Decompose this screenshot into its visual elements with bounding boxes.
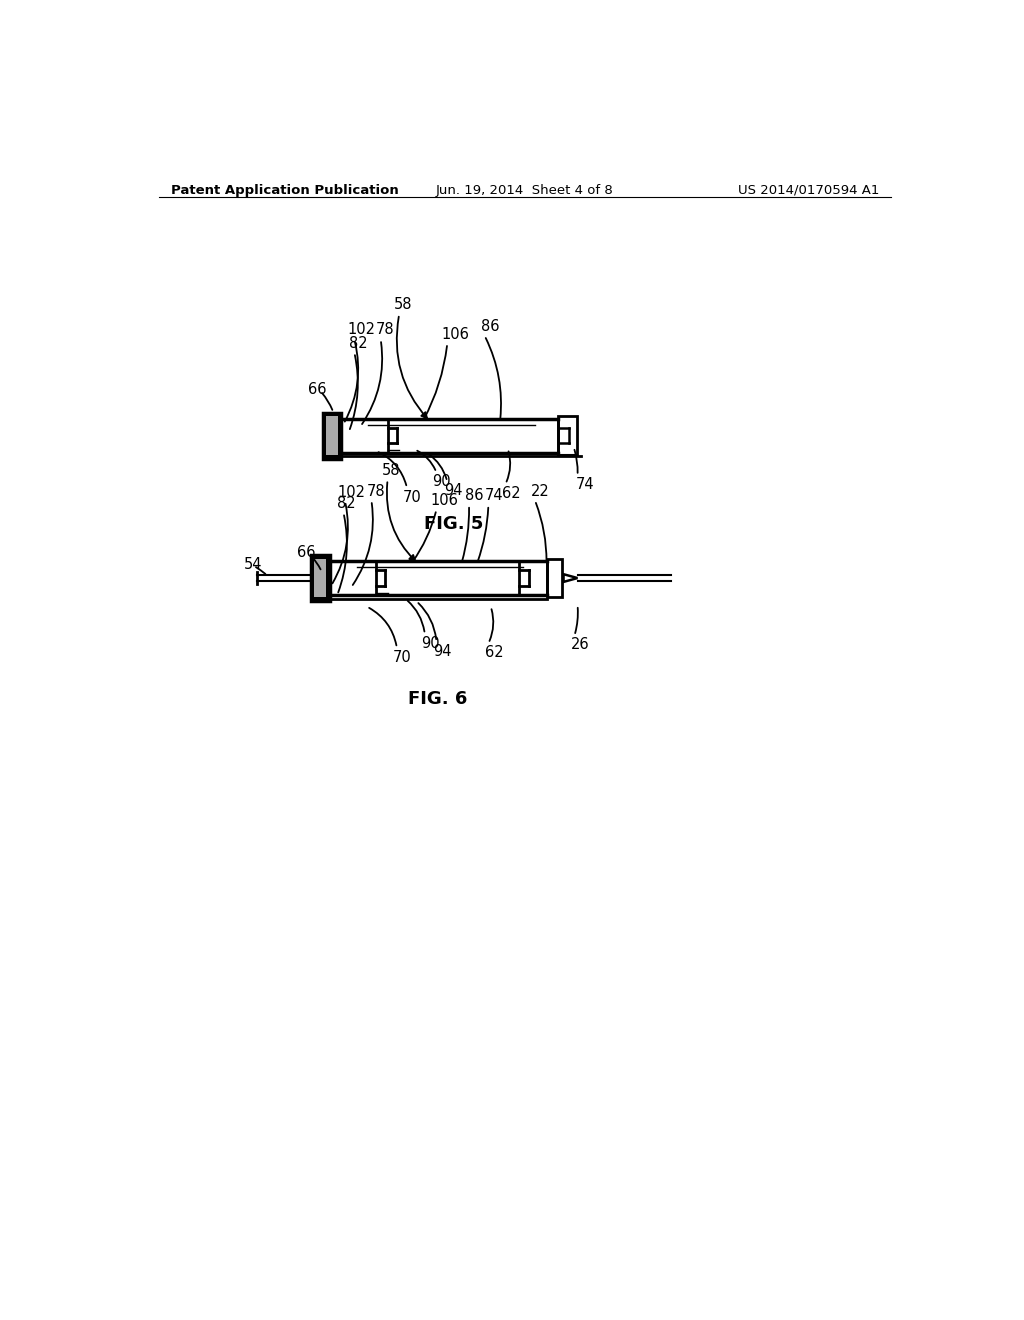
Text: 102: 102 (347, 322, 376, 337)
Text: 70: 70 (403, 490, 422, 504)
FancyArrowPatch shape (417, 450, 435, 470)
FancyArrowPatch shape (369, 609, 396, 645)
FancyArrowPatch shape (424, 346, 447, 420)
Text: 58: 58 (382, 463, 400, 478)
Bar (547, 558, 562, 598)
Bar (323, 412, 341, 459)
Polygon shape (563, 574, 578, 582)
Bar (314, 558, 327, 598)
FancyArrowPatch shape (322, 393, 333, 411)
FancyArrowPatch shape (536, 503, 547, 561)
FancyArrowPatch shape (333, 504, 348, 583)
Bar (311, 554, 330, 601)
FancyArrowPatch shape (462, 508, 469, 561)
Bar (558, 416, 577, 455)
Text: 74: 74 (484, 488, 503, 503)
Text: 102: 102 (337, 484, 366, 499)
FancyArrowPatch shape (311, 556, 321, 569)
Text: 58: 58 (394, 297, 413, 313)
FancyArrowPatch shape (408, 601, 424, 631)
FancyArrowPatch shape (574, 450, 578, 473)
Text: Patent Application Publication: Patent Application Publication (171, 183, 398, 197)
FancyArrowPatch shape (489, 610, 494, 642)
Text: 82: 82 (349, 335, 368, 351)
Text: 90: 90 (421, 636, 439, 651)
FancyArrowPatch shape (338, 515, 347, 593)
Text: 74: 74 (575, 478, 595, 492)
FancyArrowPatch shape (413, 512, 436, 562)
Text: 106: 106 (441, 326, 469, 342)
Text: 62: 62 (484, 645, 503, 660)
Bar (326, 416, 338, 455)
FancyArrowPatch shape (429, 454, 446, 479)
FancyArrowPatch shape (575, 607, 578, 634)
Text: FIG. 6: FIG. 6 (409, 690, 468, 708)
FancyArrowPatch shape (419, 603, 436, 639)
Text: 70: 70 (393, 649, 412, 665)
Text: 54: 54 (245, 557, 263, 572)
Text: 106: 106 (430, 492, 458, 508)
Text: 78: 78 (376, 322, 394, 337)
Text: Jun. 19, 2014  Sheet 4 of 8: Jun. 19, 2014 Sheet 4 of 8 (436, 183, 613, 197)
FancyArrowPatch shape (256, 568, 265, 574)
Text: 90: 90 (432, 474, 452, 490)
FancyArrowPatch shape (350, 355, 357, 429)
Text: 66: 66 (297, 545, 315, 560)
Text: FIG. 5: FIG. 5 (424, 515, 483, 533)
Text: 22: 22 (531, 483, 550, 499)
FancyArrowPatch shape (379, 453, 407, 486)
Text: 26: 26 (571, 638, 590, 652)
FancyArrowPatch shape (352, 503, 373, 585)
Text: 66: 66 (308, 381, 327, 397)
FancyArrowPatch shape (477, 508, 488, 561)
FancyArrowPatch shape (507, 451, 510, 482)
FancyArrowPatch shape (485, 338, 501, 418)
Text: 94: 94 (433, 644, 452, 659)
Text: 62: 62 (502, 486, 520, 500)
Text: 86: 86 (480, 319, 499, 334)
Text: 82: 82 (337, 496, 356, 511)
Text: 94: 94 (444, 483, 463, 499)
Text: US 2014/0170594 A1: US 2014/0170594 A1 (738, 183, 880, 197)
Text: 78: 78 (367, 483, 385, 499)
FancyArrowPatch shape (362, 342, 382, 424)
FancyArrowPatch shape (345, 342, 358, 421)
Text: 86: 86 (465, 488, 483, 503)
